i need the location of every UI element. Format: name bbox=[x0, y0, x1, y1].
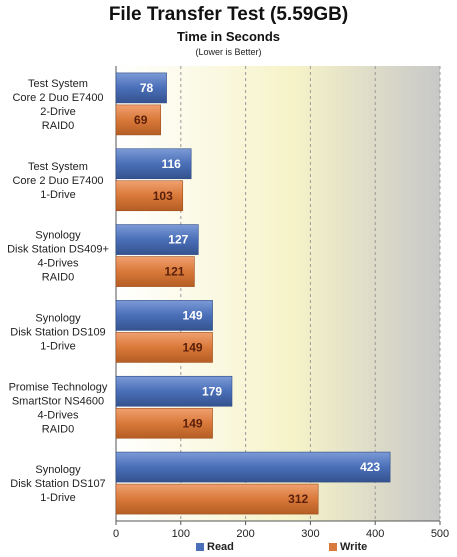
bar-read bbox=[115, 148, 192, 180]
bar-write bbox=[115, 407, 213, 439]
category-label: RAID0 bbox=[42, 423, 74, 435]
bar-write bbox=[115, 180, 184, 212]
category-label: RAID0 bbox=[42, 272, 74, 284]
bar-read bbox=[115, 224, 199, 255]
category-label: RAID0 bbox=[42, 120, 74, 132]
category-label: Synology bbox=[35, 312, 81, 324]
chart-title: File Transfer Test (5.59GB) bbox=[108, 4, 349, 25]
data-label-write: 149 bbox=[183, 340, 203, 354]
bar-write bbox=[115, 104, 162, 136]
category-label: 1-Drive bbox=[40, 340, 75, 352]
bar-write bbox=[115, 483, 319, 515]
category-label: SmartStor NS4600 bbox=[12, 395, 104, 407]
data-label-read: 78 bbox=[140, 81, 154, 95]
data-label-write: 121 bbox=[164, 265, 184, 279]
bar-read bbox=[115, 300, 213, 331]
x-tick-label: 0 bbox=[113, 528, 119, 540]
chart-note: (Lower is Better) bbox=[195, 47, 262, 57]
data-label-read: 127 bbox=[168, 233, 188, 247]
data-label-write: 149 bbox=[183, 416, 203, 430]
bar-write bbox=[115, 332, 213, 363]
category-label: Disk Station DS409+ bbox=[7, 244, 109, 256]
category-label: Synology bbox=[35, 464, 81, 476]
data-label-read: 179 bbox=[202, 384, 222, 398]
legend-read-label: Read bbox=[207, 541, 234, 553]
category-label: 2-Drive bbox=[40, 106, 75, 118]
x-tick-label: 100 bbox=[172, 528, 190, 540]
plot-area bbox=[116, 66, 440, 521]
x-tick-label: 400 bbox=[366, 528, 384, 540]
legend-read-swatch bbox=[196, 543, 204, 551]
x-tick-label: 200 bbox=[236, 528, 254, 540]
category-label: 4-Drives bbox=[38, 258, 79, 270]
data-label-read: 149 bbox=[183, 308, 203, 322]
category-label: Promise Technology bbox=[9, 381, 108, 393]
x-tick-label: 300 bbox=[301, 528, 319, 540]
category-label: 1-Drive bbox=[40, 189, 75, 201]
category-label: Disk Station DS107 bbox=[10, 478, 105, 490]
category-label: Test System bbox=[28, 78, 88, 90]
data-label-read: 116 bbox=[161, 157, 181, 171]
category-label: 1-Drive bbox=[40, 492, 75, 504]
legend-write-swatch bbox=[329, 543, 337, 551]
legend-write: Write bbox=[329, 541, 367, 553]
data-label-write: 312 bbox=[288, 492, 308, 506]
chart-subtitle: Time in Seconds bbox=[176, 29, 281, 44]
bar-read bbox=[115, 375, 233, 407]
data-label-write: 69 bbox=[134, 113, 148, 127]
data-label-read: 423 bbox=[360, 460, 380, 474]
legend-read: Read bbox=[196, 541, 234, 553]
legend-write-label: Write bbox=[340, 541, 368, 553]
category-label: Synology bbox=[35, 230, 81, 242]
x-tick-label: 500 bbox=[431, 528, 449, 540]
category-label: Test System bbox=[28, 161, 88, 173]
category-label: Core 2 Duo E7400 bbox=[12, 175, 103, 187]
category-label: 4-Drives bbox=[38, 409, 79, 421]
category-label: Core 2 Duo E7400 bbox=[12, 92, 103, 104]
bar-write bbox=[115, 256, 195, 287]
data-label-write: 103 bbox=[153, 189, 173, 203]
category-label: Disk Station DS109 bbox=[10, 326, 105, 338]
bar-read bbox=[115, 451, 391, 483]
bar-read bbox=[115, 72, 167, 104]
